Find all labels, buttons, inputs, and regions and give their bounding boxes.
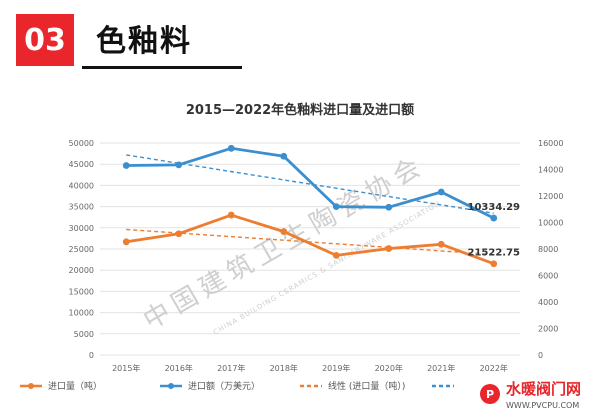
y-right-tick-label: 0 — [538, 351, 543, 360]
data-point — [437, 188, 445, 196]
section-title: 色釉料 — [96, 24, 192, 59]
y-left-tick-label: 40000 — [69, 181, 94, 190]
y-right-tick-label: 6000 — [538, 272, 558, 281]
data-point — [437, 240, 445, 248]
y-left-tick-label: 15000 — [69, 287, 94, 296]
x-tick-label: 2022年 — [480, 363, 508, 373]
y-left-tick-label: 50000 — [69, 139, 94, 148]
svg-text:P: P — [486, 388, 494, 401]
y-right-tick-label: 16000 — [538, 139, 563, 148]
data-point — [490, 214, 498, 222]
x-tick-label: 2015年 — [112, 363, 140, 373]
logo-mark-icon — [480, 384, 500, 404]
x-tick-label: 2016年 — [165, 363, 193, 373]
legend-marker-1 — [168, 383, 174, 389]
y-left-tick-label: 10000 — [69, 309, 94, 318]
trendline-1 — [126, 154, 494, 214]
y-left-tick-label: 25000 — [69, 245, 94, 254]
data-label: 21522.75 — [467, 248, 520, 259]
series-line-0 — [126, 213, 495, 266]
y-left-tick-label: 45000 — [69, 160, 94, 169]
data-point — [227, 211, 235, 219]
x-tick-label: 2018年 — [270, 363, 298, 373]
y-right-tick-label: 8000 — [538, 245, 558, 254]
data-point — [175, 230, 183, 238]
y-left-tick-label: 5000 — [74, 330, 94, 339]
corner-logo: P 水暖阀门网 WWW.PVCPU.COM — [480, 380, 581, 410]
data-label: 10334.29 — [467, 202, 520, 213]
data-point — [122, 162, 130, 169]
legend-marker-0 — [28, 383, 34, 389]
logo-text: 水暖阀门网 — [506, 380, 581, 398]
y-right-tick-label: 10000 — [538, 219, 563, 228]
y-left-tick-label: 0 — [89, 351, 94, 360]
legend-label-1: 进口额（万美元） — [188, 380, 260, 392]
watermark-text: 中国建筑卫生陶瓷协会 — [139, 150, 431, 336]
x-tick-label: 2019年 — [322, 363, 350, 373]
y-right-tick-label: 14000 — [538, 166, 563, 175]
data-point — [385, 245, 393, 252]
y-left-tick-label: 30000 — [69, 224, 94, 233]
y-left-tick-label: 20000 — [69, 266, 94, 275]
data-point — [280, 152, 288, 160]
data-point — [490, 260, 498, 268]
legend-label-2: 线性 (进口量（吨）) — [328, 380, 405, 392]
x-tick-label: 2017年 — [217, 363, 245, 373]
y-left-tick-label: 35000 — [69, 203, 94, 212]
data-point — [122, 238, 130, 246]
data-point — [385, 203, 393, 211]
logo-url: WWW.PVCPU.COM — [506, 401, 579, 410]
data-point — [280, 228, 288, 236]
data-point — [175, 161, 183, 169]
y-right-tick-label: 4000 — [538, 298, 558, 307]
chart-title: 2015—2022年色釉料进口量及进口额 — [186, 102, 414, 118]
x-tick-label: 2021年 — [427, 363, 455, 373]
section-number: 03 — [16, 14, 74, 66]
y-right-tick-label: 12000 — [538, 192, 563, 201]
section-header: 03 色釉料 — [0, 0, 600, 78]
legend-label-0: 进口量（吨） — [48, 380, 102, 392]
x-tick-label: 2020年 — [375, 363, 403, 373]
data-point — [227, 144, 235, 152]
title-underline — [82, 66, 242, 69]
series-line-1 — [126, 146, 495, 220]
data-point — [332, 251, 340, 259]
data-point — [332, 203, 340, 211]
y-right-tick-label: 2000 — [538, 325, 558, 334]
